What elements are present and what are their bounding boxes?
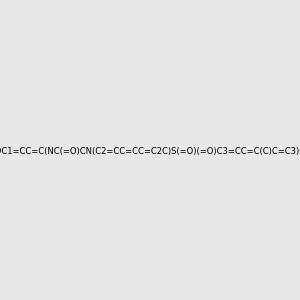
Text: CCOC1=CC=C(NC(=O)CN(C2=CC=CC=C2C)S(=O)(=O)C3=CC=C(C)C=C3)C=C1: CCOC1=CC=C(NC(=O)CN(C2=CC=CC=C2C)S(=O)(=… [0, 147, 300, 156]
